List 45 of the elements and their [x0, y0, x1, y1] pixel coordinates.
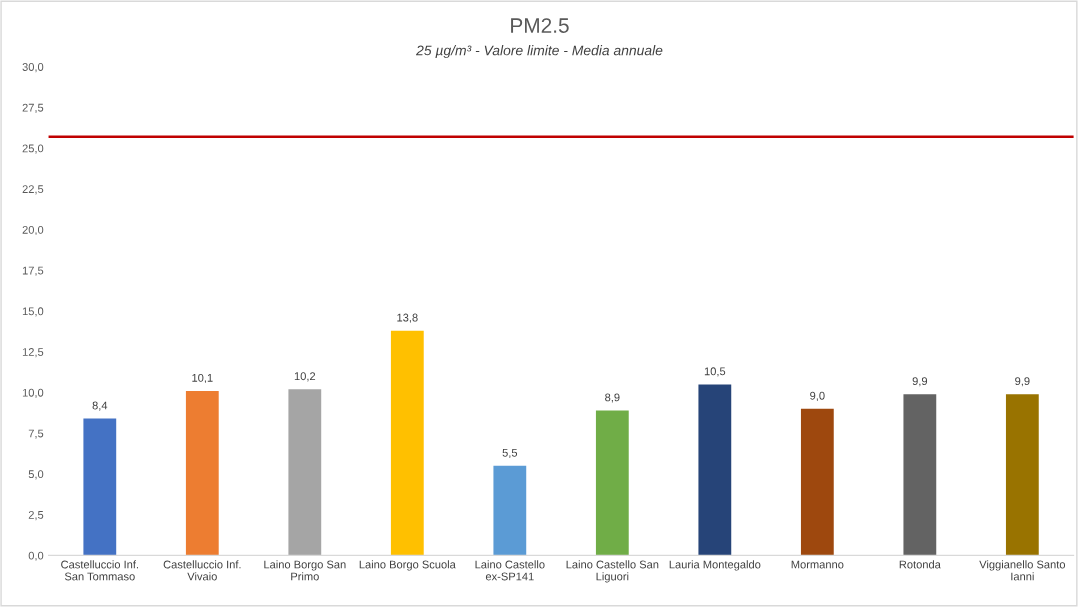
y-tick-label: 10,0 — [22, 388, 44, 398]
y-tick-label: 25,0 — [22, 144, 44, 154]
data-label: 8,4 — [92, 401, 108, 411]
y-tick-label: 15,0 — [22, 307, 44, 317]
x-tick-label: Rotonda — [899, 560, 941, 569]
y-tick-label: 7,5 — [28, 429, 44, 439]
bar — [185, 390, 219, 556]
data-label: 8,9 — [605, 393, 620, 403]
x-tick-label: Viggianello Santo Ianni — [979, 560, 1066, 581]
bar — [595, 410, 629, 556]
x-tick-label: Laino Borgo San Primo — [264, 560, 346, 581]
bar — [903, 394, 937, 556]
y-tick-label: 12,5 — [22, 348, 44, 358]
x-tick-label: Lauria Montegaldo — [669, 560, 761, 571]
bar — [493, 465, 527, 556]
bar — [83, 418, 117, 556]
y-tick-label: 30,0 — [22, 63, 44, 73]
chart-subtitle: 25 µg/m³ - Valore limite - Media annuale — [416, 45, 663, 59]
y-tick-label: 27,5 — [22, 103, 44, 113]
y-tick-label: 0,0 — [28, 551, 44, 561]
x-tick-label: Laino Castello San Liguori — [566, 560, 659, 583]
y-tick-label: 20,0 — [22, 225, 44, 236]
data-label: 13,8 — [397, 313, 418, 323]
bar — [800, 408, 834, 556]
data-label: 5,5 — [502, 448, 518, 458]
data-label: 9,0 — [810, 391, 825, 401]
data-label: 10,1 — [192, 373, 213, 384]
bar — [1005, 394, 1039, 556]
x-tick-label: Castelluccio Inf. San Tommaso — [61, 560, 139, 581]
y-tick-label: 17,5 — [22, 266, 44, 276]
y-tick-label: 2,5 — [28, 510, 44, 521]
x-tick-label: Laino Borgo Scuola — [359, 560, 456, 571]
x-tick-label: Mormanno — [791, 560, 844, 569]
data-label: 9,9 — [1015, 377, 1030, 387]
y-tick-label: 5,0 — [28, 470, 44, 480]
x-tick-label: Castelluccio Inf. Vivaio — [163, 560, 241, 581]
data-label: 9,9 — [912, 377, 928, 387]
bar — [288, 389, 322, 556]
x-tick-label: Laino Castello ex-SP141 — [475, 560, 545, 581]
data-label: 10,5 — [704, 367, 726, 377]
y-tick-label: 22,5 — [22, 185, 44, 195]
bar — [698, 384, 732, 556]
chart-title: PM2.5 — [511, 18, 569, 33]
bar — [390, 330, 424, 556]
data-label: 10,2 — [294, 372, 316, 382]
